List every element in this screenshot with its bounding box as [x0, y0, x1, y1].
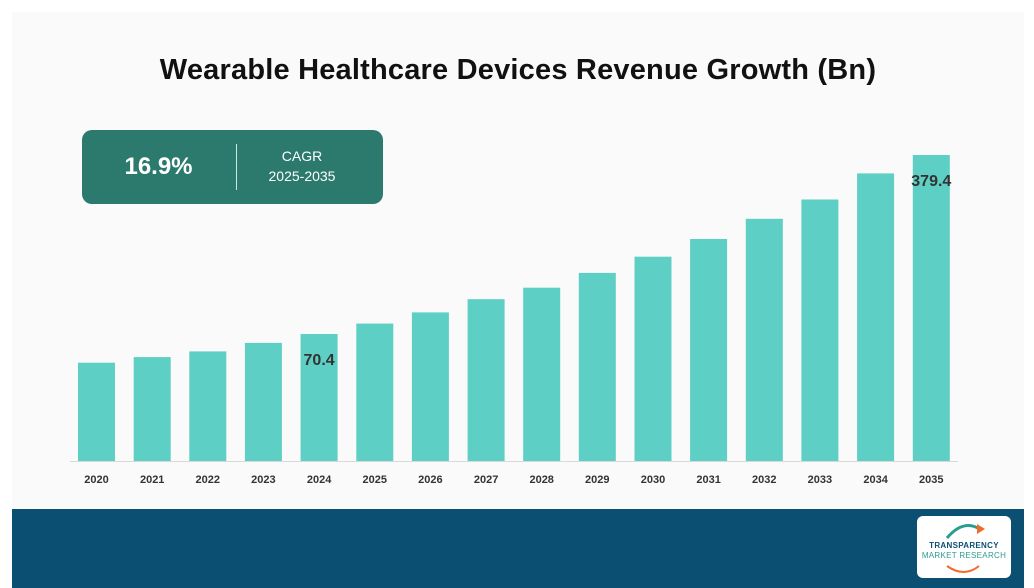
chart-panel: Wearable Healthcare Devices Revenue Grow…	[12, 12, 1024, 509]
data-label-2035: 379.4	[911, 173, 951, 190]
x-tick-label-2033: 2033	[808, 474, 832, 486]
x-tick-label-2023: 2023	[251, 474, 275, 486]
bar-2024	[300, 334, 338, 461]
x-tick-label-2020: 2020	[84, 474, 108, 486]
x-tick-label-2034: 2034	[863, 474, 888, 486]
x-tick-label-2026: 2026	[418, 474, 442, 486]
cagr-divider	[236, 144, 237, 190]
bar-2032	[745, 218, 783, 461]
bar-2033	[801, 199, 839, 461]
x-tick-label-2032: 2032	[752, 474, 776, 486]
bar-2035	[912, 155, 950, 461]
bar-chart: 2020 2021 2022 2023 2024 2025 2026 2027 2028 2029…	[70, 155, 958, 486]
x-tick-label-2024: 2024	[307, 474, 332, 486]
x-tick-label-2028: 2028	[529, 474, 553, 486]
x-tick-label-2022: 2022	[196, 474, 220, 486]
x-tick-label-2021: 2021	[140, 474, 164, 486]
company-logo: TRANSPARENCY MARKET RESEARCH	[917, 516, 1011, 578]
bar-2020	[78, 362, 115, 461]
x-tick-label-2029: 2029	[585, 474, 609, 486]
data-label-2024: 70.4	[304, 352, 335, 369]
bar-2021	[133, 357, 171, 461]
x-tick-label-2027: 2027	[474, 474, 498, 486]
bar-2027	[467, 299, 505, 461]
bar-2034	[857, 173, 895, 461]
cagr-period: 2025-2035	[268, 168, 336, 184]
logo-text-line1: TRANSPARENCY	[929, 541, 999, 550]
cagr-badge: 16.9% CAGR 2025-2035	[82, 130, 383, 204]
bar-2028	[523, 287, 561, 461]
bar-2031	[690, 239, 728, 461]
bar-2026	[411, 312, 449, 461]
cagr-label-group: CAGR 2025-2035	[242, 146, 362, 186]
bar-2025	[356, 323, 394, 461]
bar-2030	[634, 256, 672, 461]
x-tick-label-2031: 2031	[696, 474, 720, 486]
x-tick-label-2035: 2035	[919, 474, 943, 486]
x-tick-label-2030: 2030	[641, 474, 665, 486]
bar-2022	[189, 351, 227, 461]
logo-arrow-icon	[945, 524, 985, 573]
bar-2029	[578, 272, 616, 461]
x-tick-label-2025: 2025	[363, 474, 387, 486]
cagr-value: 16.9%	[124, 153, 193, 180]
footer-band: TRANSPARENCY MARKET RESEARCH	[12, 509, 1024, 588]
chart-title: Wearable Healthcare Devices Revenue Grow…	[159, 54, 877, 86]
cagr-label: CAGR	[281, 148, 323, 164]
logo-text-line2: MARKET RESEARCH	[921, 551, 1007, 560]
bar-2023	[244, 342, 282, 461]
